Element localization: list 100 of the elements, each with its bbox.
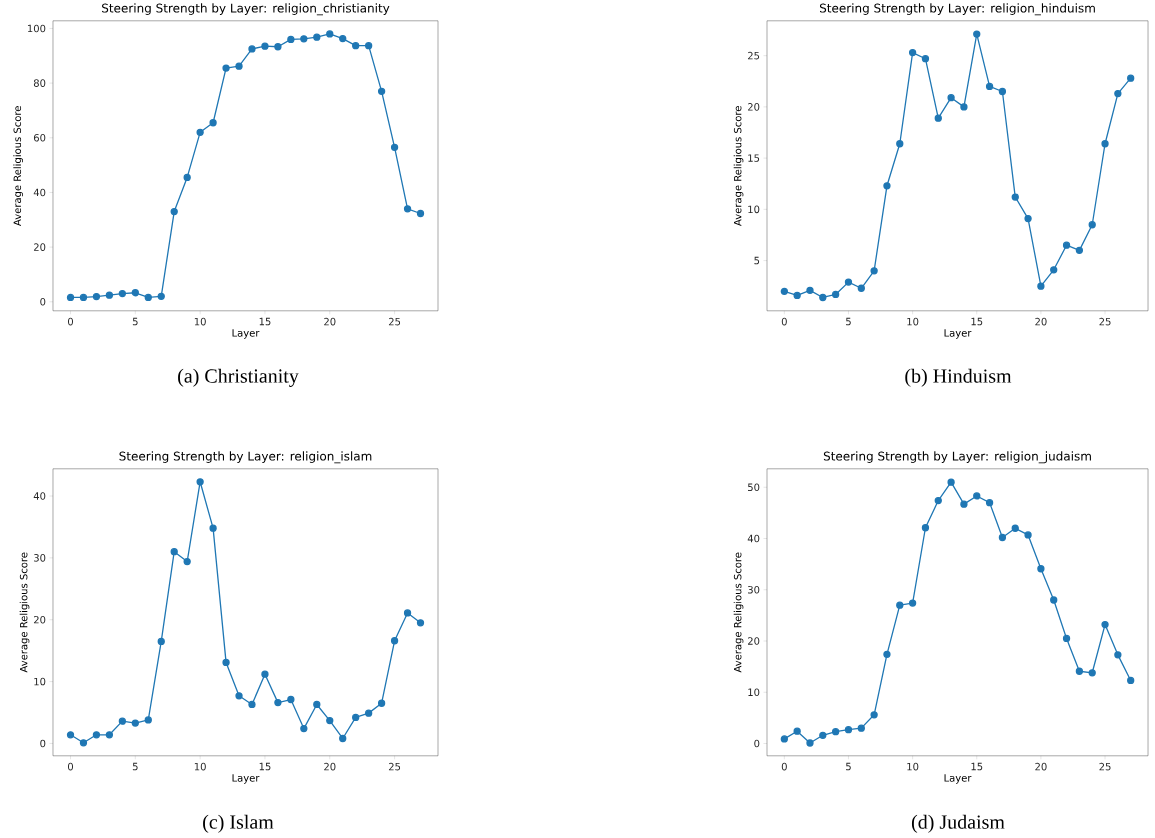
text: (d) Judaism [911,814,1005,833]
point [287,35,295,44]
point [248,45,256,53]
point [1062,241,1071,249]
point [1127,74,1135,82]
x-tick-label: 10 [194,762,206,771]
point [326,30,334,38]
point [934,497,942,505]
x-tick-label: 10 [194,317,206,326]
point [196,478,204,486]
point [921,55,930,63]
point [390,637,399,645]
point [261,670,269,678]
point [1101,140,1109,148]
point [934,114,942,122]
point [209,524,217,532]
y-axis-title: Average Religious Score [13,106,24,227]
point [908,599,917,607]
point [365,42,373,50]
point [170,548,178,556]
point [947,94,955,102]
point [352,713,360,722]
point [870,267,878,275]
point [287,695,295,704]
point [235,692,243,700]
point [1024,215,1032,223]
point [209,119,217,127]
y-tick-label: 20 [33,616,46,624]
point [806,286,814,295]
x-tick-label: 0 [67,317,74,326]
point [92,293,101,301]
chart-title: Steering Strength by Layer: religion_islam [119,451,372,464]
x-tick-label: 25 [388,317,401,326]
text: (a) Christianity [178,368,299,387]
y-tick-label: 60 [33,134,46,142]
point [973,30,981,38]
point [300,35,308,43]
y-axis-title: Average Religious Score [19,552,30,673]
x-tick-label: 5 [846,762,851,771]
point [92,731,101,739]
point [998,533,1007,542]
y-tick-label: 100 [27,24,46,33]
chart-title: Steering Strength by Layer: religion_judaism [823,451,1091,464]
y-tick-label: 5 [754,256,760,265]
y-tick-label: 10 [34,677,46,686]
x-tick-label: 15 [971,317,983,326]
point [1088,669,1096,677]
point [248,700,256,709]
point [339,734,347,743]
point [274,699,282,707]
point [377,87,386,96]
point [105,731,114,739]
point [960,500,968,508]
point [947,478,955,486]
point [196,128,204,137]
point [235,62,243,70]
text: (c) Islam [203,814,274,833]
y-tick-label: 40 [33,188,46,197]
point [1037,565,1045,573]
text: (b) Hinduism [905,368,1012,387]
y-tick-label: 30 [34,554,46,562]
point [844,726,853,734]
y-tick-label: 80 [33,79,46,87]
y-tick-label: 0 [40,739,46,748]
point [793,291,801,300]
point [1011,524,1019,532]
point [819,293,827,302]
point [79,739,88,747]
x-tick-label: 25 [1099,762,1111,771]
point [921,524,930,532]
x-tick-label: 0 [781,762,787,771]
point [857,284,865,292]
point [908,49,917,57]
point [274,43,282,51]
point [985,499,994,507]
point [144,293,152,302]
point [105,291,114,299]
point [1088,221,1096,229]
point [157,637,165,646]
point [131,289,139,297]
x-tick-label: 0 [781,317,787,326]
x-tick-label: 10 [907,762,919,771]
y-tick-label: 40 [747,534,760,543]
point [832,728,840,736]
point [960,103,968,111]
y-tick-label: 30 [748,586,760,594]
y-axis-title: Average Religious Score [733,552,744,673]
point [390,143,399,152]
point [806,739,814,747]
point [1050,596,1058,604]
point [131,719,139,727]
x-axis-title: Layer [944,774,972,784]
x-tick-label: 15 [259,317,271,326]
point [1037,282,1045,290]
x-tick-label: 5 [132,317,138,326]
y-tick-label: 20 [33,243,46,251]
point [844,278,853,286]
point [326,717,334,725]
point [1075,246,1084,255]
point [896,140,904,148]
